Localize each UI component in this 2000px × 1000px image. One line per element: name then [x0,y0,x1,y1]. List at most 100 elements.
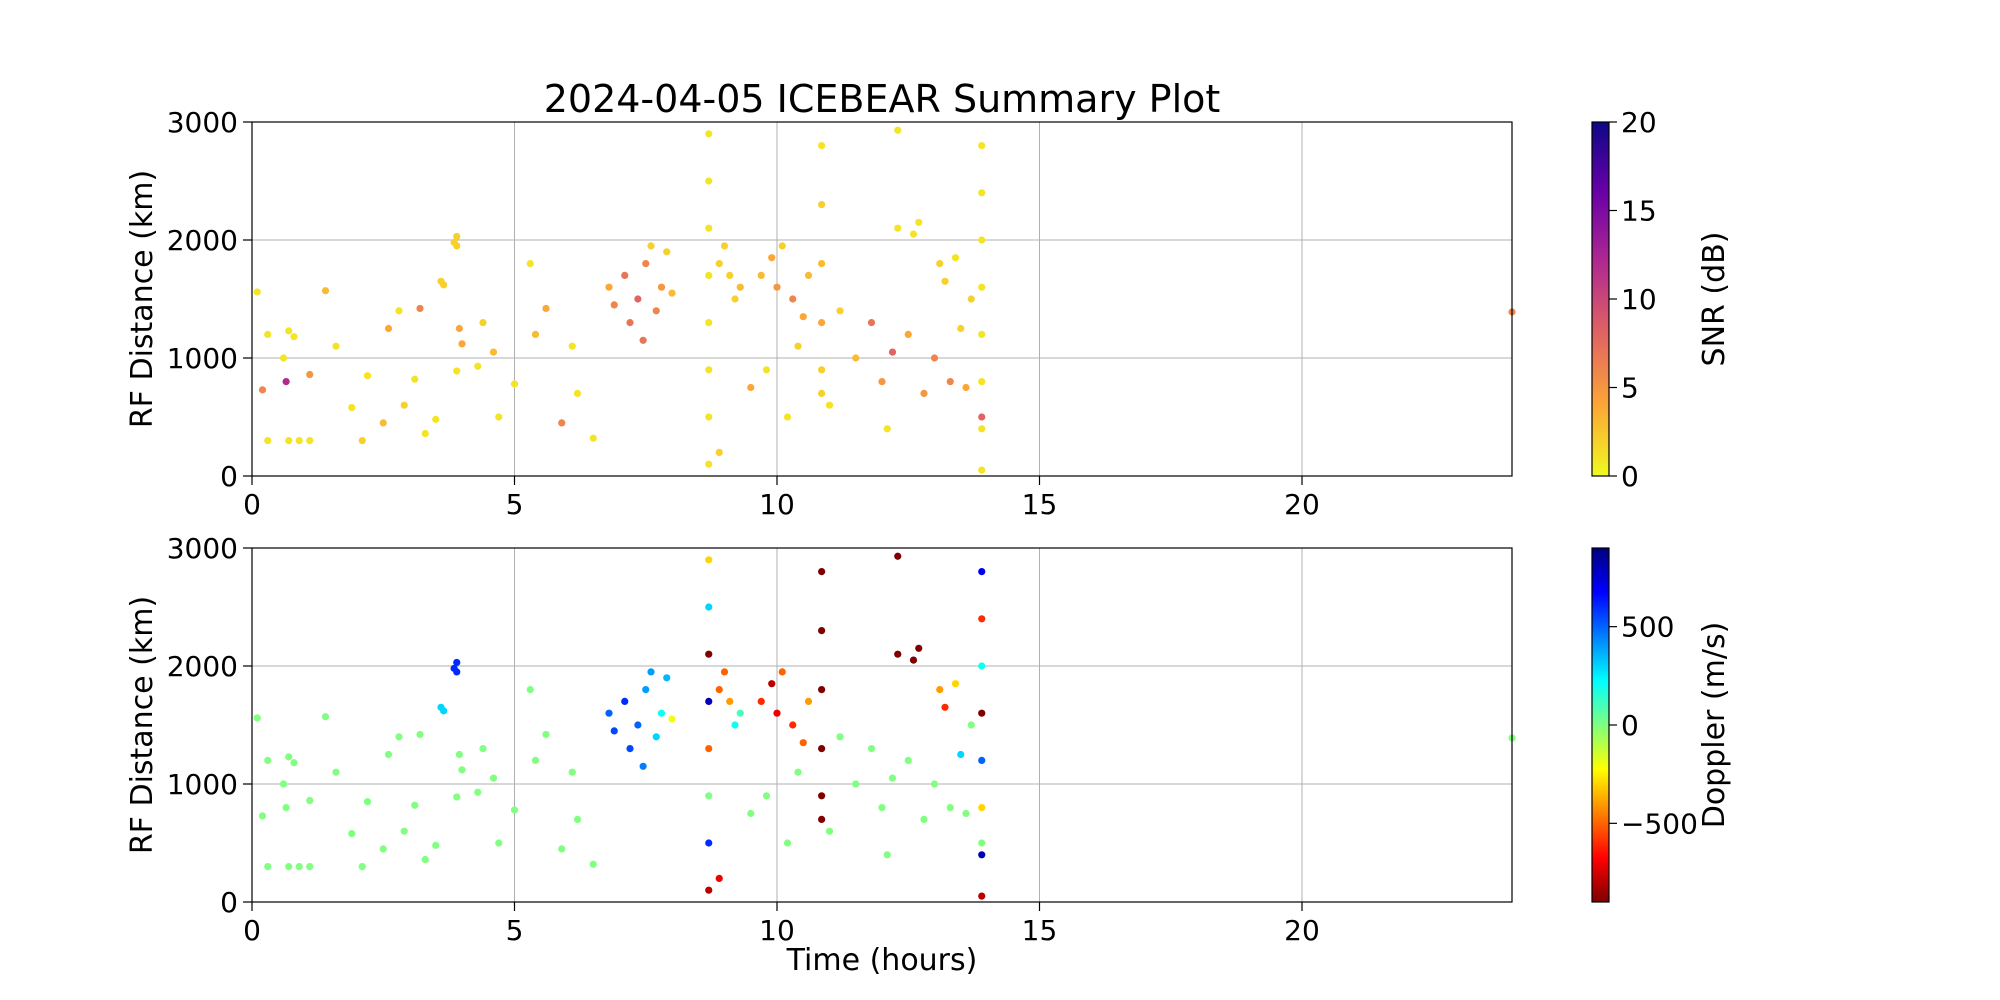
point [978,189,986,197]
point [920,389,928,397]
point [290,759,298,767]
point [705,556,713,564]
point [279,354,288,362]
point [626,319,634,327]
point [757,697,765,706]
point [652,307,660,315]
colorbar-tick-label: 5 [1621,372,1639,405]
y-axis-label: RF Distance (km) [125,170,160,428]
point [264,863,272,871]
point [440,281,448,289]
point [395,307,403,315]
point [558,845,566,853]
point [358,863,366,871]
point [432,415,440,423]
point [705,177,713,185]
point [818,792,826,800]
point [384,324,393,333]
point [789,295,797,303]
point [941,703,949,711]
point [736,709,744,717]
point [768,680,776,688]
y-tick-label: 1000 [167,342,238,375]
colorbar [1591,547,1610,903]
point [652,733,660,741]
point [799,313,807,321]
point [573,815,582,824]
point [936,686,944,694]
point [920,815,928,824]
point [962,383,970,392]
point [453,668,461,676]
point [818,201,826,209]
point [657,283,666,291]
point [634,295,642,303]
point [888,774,897,782]
point [894,650,902,658]
point [285,753,293,761]
point [967,295,975,303]
colorbar-tick-label: −500 [1621,807,1698,840]
point [909,656,918,664]
point [852,780,860,788]
point [455,750,463,759]
point [867,745,876,753]
point [264,756,272,765]
point [258,812,267,820]
point [531,756,540,765]
point [962,809,970,818]
point [531,330,540,338]
point [951,254,960,262]
point [295,863,303,871]
point [825,401,834,409]
point [904,330,912,338]
point [705,839,713,847]
point [715,686,723,694]
point [489,348,498,356]
point [416,304,424,313]
point [726,271,734,279]
point [510,806,519,814]
point [395,733,403,741]
point [306,370,314,379]
point [526,686,534,694]
point [747,383,755,392]
point [978,662,986,670]
point [818,142,826,150]
point [589,434,597,442]
axes-frame [251,121,1513,477]
colorbar-tick-label: 0 [1621,709,1639,742]
point [400,827,408,835]
point [639,336,647,344]
point [978,378,986,386]
point [978,425,986,433]
point [258,386,267,394]
point [321,287,330,295]
point [264,330,272,338]
point [978,568,986,576]
x-tick-label: 0 [243,488,261,521]
point [458,340,466,348]
point [489,774,498,782]
point [736,283,744,291]
point [458,766,466,774]
point [647,242,655,250]
y-tick-label: 2000 [167,224,238,257]
point [720,668,729,676]
point [290,333,298,341]
x-tick-label: 5 [506,914,524,947]
point [818,686,826,694]
point [285,437,293,445]
point [705,271,713,279]
point [589,860,597,868]
point [610,727,618,735]
point [657,709,666,717]
point [610,301,618,309]
point [747,809,755,818]
point [642,260,650,268]
point [479,319,487,327]
point [621,271,629,279]
point [705,130,713,138]
x-tick-label: 10 [759,488,795,521]
point [762,366,771,374]
